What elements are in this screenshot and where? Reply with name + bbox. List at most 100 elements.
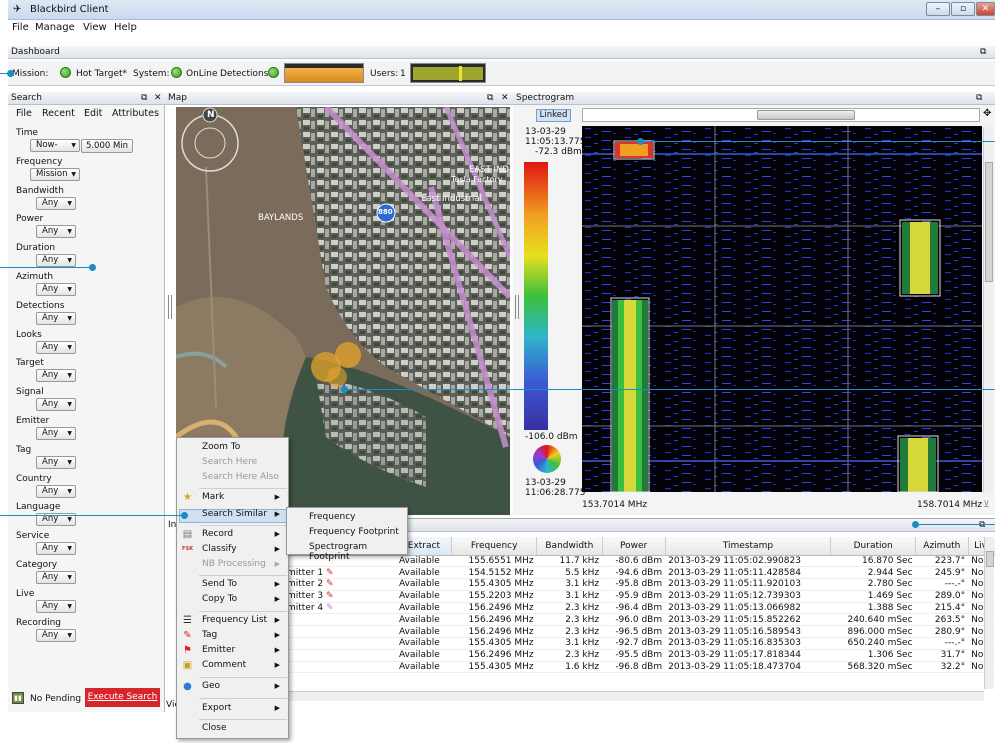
table-row[interactable]: mitter 1 ✎ Available 154.5152 MHz 5.5 kHz -9…	[284, 566, 995, 580]
table-horizontal-scrollbar[interactable]	[284, 691, 984, 701]
close-window-button[interactable]: ✕	[976, 2, 995, 16]
search-field-dropdown[interactable]: Any	[36, 369, 76, 383]
float-icon[interactable]: ⧉	[976, 93, 983, 103]
power-color-scale	[524, 162, 548, 430]
column-header[interactable]: Duration	[830, 537, 917, 556]
column-header[interactable]: Azimuth	[915, 537, 969, 556]
search-field-dropdown[interactable]: Any	[36, 340, 76, 354]
search-field-dropdown[interactable]: Any	[36, 542, 76, 556]
menu-item-send-to[interactable]: Send To	[202, 579, 238, 589]
menu-item-zoom-to[interactable]: Zoom To	[202, 442, 241, 452]
search-field-dropdown[interactable]: Any	[36, 513, 76, 527]
float-icon[interactable]: ⧉	[141, 93, 148, 103]
column-header[interactable]: Bandwidth	[536, 537, 603, 556]
search-field-dropdown[interactable]: Any	[36, 196, 76, 210]
execute-search-button[interactable]: Execute Search	[85, 688, 160, 707]
close-icon[interactable]: ✕	[154, 93, 162, 103]
map-view[interactable]: N Tesla Factory East Industrial EAST IND…	[176, 107, 510, 515]
menu-item-close[interactable]: Close	[202, 723, 227, 733]
maximize-button[interactable]: ▫	[951, 2, 975, 16]
compass-north-label[interactable]: N	[207, 110, 215, 120]
emitter-name: mitter 3	[287, 591, 324, 602]
table-row[interactable]: mitter 3 ✎ Available 155.2203 MHz 3.1 kHz -9…	[284, 590, 995, 603]
submenu-arrow-icon: ▶	[274, 580, 280, 588]
search-field-dropdown[interactable]: Any	[36, 427, 76, 440]
view-tab[interactable]: Vie	[166, 700, 180, 710]
table-row[interactable]: Available 155.4305 MHz 1.6 kHz -96.8 dBm 201…	[284, 661, 995, 674]
filter-icon[interactable]: ⊻	[983, 500, 990, 510]
menu-item-search-similar[interactable]: Search Similar	[202, 509, 267, 519]
column-header[interactable]: Power	[602, 537, 666, 556]
menu-view[interactable]: View	[83, 22, 107, 33]
menu-separator	[199, 575, 287, 576]
search-field-dropdown[interactable]: Now-	[30, 139, 80, 152]
search-field-dropdown[interactable]: Any	[36, 398, 76, 412]
table-cell: Available	[396, 555, 452, 568]
close-icon[interactable]: ✕	[501, 93, 509, 103]
table-row[interactable]: Available 156.2496 MHz 2.3 kHz -95.5 dBm 201…	[284, 649, 995, 662]
search-field-dropdown[interactable]: Any	[36, 225, 76, 239]
column-header[interactable]: Frequency	[451, 537, 538, 556]
menu-item-tag[interactable]: Tag	[202, 630, 218, 640]
menu-item-mark[interactable]: Mark	[202, 492, 225, 502]
submenu-frequency-footprint[interactable]: Frequency Footprint	[309, 527, 399, 537]
menu-manage[interactable]: Manage	[35, 22, 75, 33]
column-header[interactable]: Extract	[396, 537, 453, 556]
menu-item-classify[interactable]: Classify	[202, 544, 237, 554]
linked-toggle[interactable]: Linked	[536, 109, 571, 122]
search-menu-attributes[interactable]: Attributes	[112, 108, 159, 119]
menu-item-record[interactable]: Record	[202, 529, 234, 539]
users-activity-bar[interactable]	[410, 63, 486, 83]
search-field-dropdown[interactable]: Any	[36, 571, 76, 584]
float-icon[interactable]: ⧉	[487, 93, 494, 103]
menu-item-emitter[interactable]: Emitter	[202, 645, 236, 655]
zoom-range-slider[interactable]	[582, 108, 980, 122]
search-menu-recent[interactable]: Recent	[42, 108, 75, 119]
search-menu-file[interactable]: File	[16, 108, 32, 119]
spectrogram-waterfall[interactable]	[582, 126, 982, 492]
emitter-cell: mitter 2 ✎	[284, 578, 396, 591]
menu-help[interactable]: Help	[114, 22, 137, 33]
time-span-button[interactable]: 5.000 Min	[81, 139, 133, 153]
float-icon[interactable]: ⧉	[979, 520, 986, 530]
submenu-spectrogram-footprint[interactable]: Spectrogram Footprint	[309, 542, 368, 562]
table-vertical-scrollbar[interactable]	[984, 537, 994, 689]
results-tab-label[interactable]: In	[168, 520, 177, 530]
menu-item-export[interactable]: Export	[202, 703, 232, 713]
table-row[interactable]: mitter 4 ✎ Available 156.2496 MHz 2.3 kHz -9…	[284, 602, 995, 615]
search-field-dropdown[interactable]: Mission	[30, 167, 80, 181]
table-row[interactable]: mitter 2 ✎ Available 155.4305 MHz 3.1 kHz -9…	[284, 578, 995, 591]
splitter-handle[interactable]	[168, 295, 172, 319]
menu-item-copy-to[interactable]: Copy To	[202, 594, 238, 604]
float-icon[interactable]: ⧉	[980, 47, 987, 57]
table-cell: 650.240 mSec	[830, 637, 916, 650]
search-field-dropdown[interactable]: Any	[36, 455, 76, 469]
detections-sparkline[interactable]	[284, 63, 364, 83]
table-row[interactable]: Available 156.2496 MHz 2.3 kHz -96.0 dBm 201…	[284, 613, 995, 627]
search-field-label: Live	[16, 588, 35, 599]
column-header[interactable]: Timestamp	[665, 537, 832, 556]
move-icon[interactable]: ✥	[983, 108, 992, 119]
menu-item-geo[interactable]: Geo	[202, 681, 221, 691]
minimize-button[interactable]: –	[926, 2, 950, 16]
vertical-scrollbar[interactable]	[983, 127, 993, 492]
search-field-dropdown[interactable]: Any	[36, 254, 76, 268]
search-field-dropdown[interactable]: Any	[36, 484, 76, 498]
search-field-label: Recording	[16, 617, 62, 628]
table-row[interactable]: Available 156.2496 MHz 2.3 kHz -96.5 dBm 201…	[284, 625, 995, 639]
table-cell: -96.8 dBm	[602, 661, 666, 674]
table-row[interactable]: Available 155.6551 MHz 11.7 kHz -80.6 dBm 20…	[284, 555, 995, 568]
menu-item-comment[interactable]: Comment	[202, 660, 247, 670]
search-field-dropdown[interactable]: Any	[36, 311, 76, 325]
color-wheel-icon[interactable]	[533, 445, 561, 473]
table-row[interactable]: Available 155.4305 MHz 3.1 kHz -92.7 dBm 201…	[284, 637, 995, 650]
menu-file[interactable]: File	[12, 22, 29, 33]
splitter-handle[interactable]	[515, 295, 519, 319]
search-menu-edit[interactable]: Edit	[84, 108, 103, 119]
menu-item-frequency-list[interactable]: Frequency List	[202, 615, 268, 625]
mission-value[interactable]: Hot Target*	[76, 69, 128, 79]
search-field-dropdown[interactable]: Any	[36, 283, 76, 296]
search-field-dropdown[interactable]: Any	[36, 628, 76, 642]
submenu-frequency[interactable]: Frequency	[309, 512, 356, 522]
search-field-dropdown[interactable]: Any	[36, 599, 76, 613]
